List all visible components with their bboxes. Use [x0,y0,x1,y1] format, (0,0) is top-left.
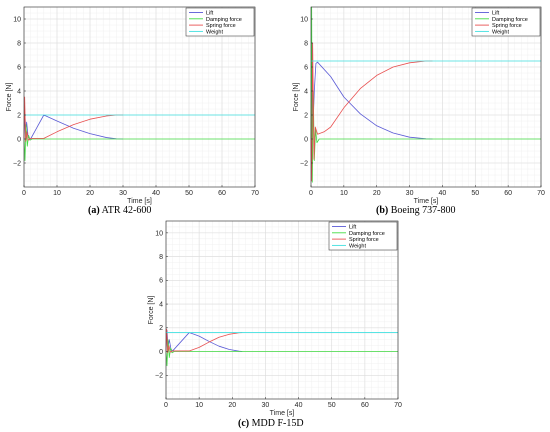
x-axis-label: Time [s] [414,198,439,205]
x-tick-label: 10 [53,190,61,197]
legend-label: Weight [206,29,223,35]
legend-label: Lift [349,225,357,231]
x-tick-label: 70 [394,402,402,409]
legend-label: Spring force [349,237,379,243]
caption-a: (a) ATR 42-600 [88,205,151,216]
legend-label: Weight [349,243,366,249]
y-tick-label: 4 [159,301,163,308]
caption-c-label: (c) [238,418,250,429]
x-tick-label: 60 [361,402,369,409]
y-tick-label: −2 [155,373,163,380]
caption-a-label: (a) [88,205,100,216]
y-tick-label: 8 [159,254,163,261]
series-line-spring-force [23,96,123,142]
x-axis-label: Time [s] [270,410,295,417]
caption-a-text: ATR 42-600 [101,205,152,216]
chart-panel-c: 0 10 20 30 40 50 60 70 −2 0 2 4 6 8 10 Time [s] Force [N… [148,220,402,417]
axes-frame [310,6,542,188]
legend-label: Weight [492,29,509,35]
x-tick-label: 20 [228,402,236,409]
x-tick-label: 40 [295,402,303,409]
series-line-damping-force [165,339,398,367]
x-tick-label: 10 [195,402,203,409]
x-tick-label: 70 [537,190,545,197]
x-tick-label: 30 [406,190,414,197]
axes-frame [165,220,399,400]
x-tick-label: 40 [439,190,447,197]
x-tick-label: 50 [328,402,336,409]
x-tick-label: 30 [262,402,270,409]
y-tick-label: 2 [17,112,21,119]
y-tick-label: 4 [17,88,21,95]
legend-label: Damping force [206,17,242,23]
x-tick-label: 0 [22,190,26,197]
x-tick-label: 40 [152,190,160,197]
caption-b-label: (b) [376,205,389,216]
caption-b: (b) Boeing 737-800 [376,205,455,216]
y-tick-label: 0 [17,136,21,143]
y-tick-label: 8 [17,40,21,47]
y-tick-label: 4 [304,88,308,95]
x-tick-label: 60 [504,190,512,197]
legend-label: Lift [492,11,500,17]
y-tick-label: 10 [155,230,163,237]
series-line-spring-force [165,328,243,354]
x-tick-label: 0 [309,190,313,197]
x-tick-label: 0 [164,402,168,409]
legend-label: Damping force [492,17,528,23]
series-line-damping-force [310,6,541,183]
y-axis-label: Force [N] [293,83,300,112]
x-tick-label: 20 [86,190,94,197]
y-tick-label: 0 [304,136,308,143]
y-axis-label: Force [N] [148,296,155,325]
legend-label: Spring force [206,23,236,29]
chart-panel-a: 0 10 20 30 40 50 60 70 −2 0 2 4 6 8 10 Time [s] Force [N… [6,6,259,205]
series-line-spring-force [310,42,433,182]
y-tick-label: 6 [159,278,163,285]
x-tick-label: 30 [119,190,127,197]
y-tick-label: 10 [13,16,21,23]
y-tick-label: 0 [159,349,163,356]
caption-c: (c) MDD F-15D [238,418,304,429]
y-tick-label: 6 [17,64,21,71]
legend-label: Damping force [349,231,385,237]
y-tick-label: 2 [159,325,163,332]
y-tick-label: 2 [304,112,308,119]
x-tick-label: 70 [251,190,259,197]
axes-frame [23,6,256,188]
y-axis-label: Force [N] [6,83,13,112]
y-tick-label: 6 [304,64,308,71]
x-tick-label: 20 [373,190,381,197]
legend-label: Spring force [492,23,522,29]
x-tick-label: 50 [471,190,479,197]
y-tick-label: −2 [300,160,308,167]
x-tick-label: 10 [340,190,348,197]
x-tick-label: 60 [218,190,226,197]
caption-b-text: Boeing 737-800 [390,205,456,216]
legend-label: Lift [206,11,214,17]
chart-panel-b: 0 10 20 30 40 50 60 70 −2 0 2 4 6 8 10 Time [s] Force [N… [293,6,545,205]
y-tick-label: 10 [300,16,308,23]
y-tick-label: 8 [304,40,308,47]
caption-c-text: MDD F-15D [251,418,304,429]
x-tick-label: 50 [185,190,193,197]
y-tick-label: −2 [13,160,21,167]
x-axis-label: Time [s] [127,198,152,205]
series-line-damping-force [23,124,255,162]
